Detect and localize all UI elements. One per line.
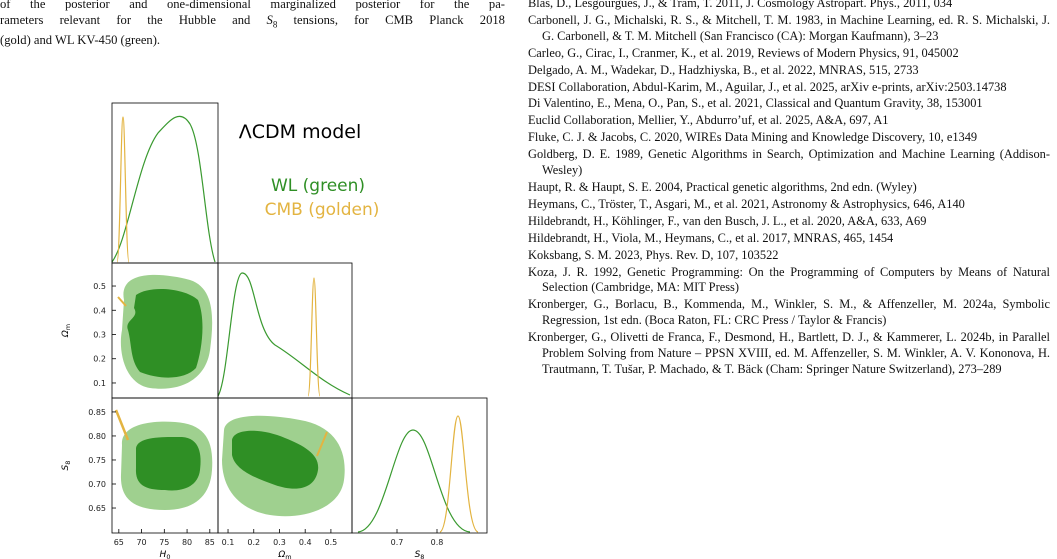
axis-subscript: m [285, 553, 291, 559]
axis-symbol: S [61, 464, 71, 470]
axis-symbol: Ω [277, 550, 285, 559]
caption-text: tensions, for CMB Planck 2018 [277, 12, 505, 27]
reference: Delgado, A. M., Wadekar, D., Hadzhiyska,… [528, 62, 919, 77]
x-tick-label: 0.4 [299, 538, 312, 547]
contour-cmb [316, 431, 328, 457]
legend-entry: WL (green) [271, 176, 365, 196]
marginal-wl [217, 272, 351, 397]
marginal-cmb [307, 277, 321, 397]
y-tick-label: 0.3 [93, 330, 106, 339]
caption-line: (gold) and WL KV-450 (green). [0, 32, 161, 47]
x-tick-label: 70 [136, 538, 146, 547]
axis-subscript: m [64, 324, 72, 330]
x-axis-label: S8 [415, 550, 425, 559]
y-axis-label: Ωm [61, 324, 72, 338]
marginal-cmb [439, 415, 479, 533]
axis-subscript: 8 [64, 461, 72, 465]
x-tick-label: 0.7 [391, 538, 404, 547]
reference: Heymans, C., Tröster, T., Asgari, M., et… [528, 196, 965, 211]
marginal-cmb [116, 116, 130, 263]
reference: Koksbang, S. M. 2023, Phys. Rev. D, 107,… [528, 247, 779, 262]
reference: Hildebrandt, H., Köhlinger, F., van den … [528, 213, 927, 228]
caption-line: of the posterior and one-dimensional mar… [0, 0, 505, 11]
reference: Carleo, G., Cirac, I., Cranmer, K., et a… [528, 45, 959, 60]
panel-frame [351, 397, 488, 534]
y-tick-label: 0.4 [93, 306, 106, 315]
axis-subscript: 8 [420, 553, 424, 559]
corner-plot: ΛCDM model WL (green) CMB (golden) 65 70 7… [61, 102, 488, 559]
reference: Koza, J. R. 1992, Genetic Programming: O… [528, 264, 1050, 295]
x-axis-label: H0 [160, 550, 171, 559]
x-tick-label: 0.1 [222, 538, 235, 547]
y-tick-label: 0.2 [93, 355, 106, 364]
contour-wl-inner [127, 288, 203, 378]
reference: Haupt, R. & Haupt, S. E. 2004, Practical… [528, 179, 917, 194]
y-tick-label: 0.80 [88, 432, 106, 441]
caption-text: rameters relevant for the Hubble and [0, 12, 267, 27]
x-tick-label: 80 [182, 538, 192, 547]
axis-subscript: 0 [166, 553, 170, 559]
x-axis-label: Ωm [277, 550, 291, 559]
y-tick-label: 0.5 [93, 282, 106, 291]
contour-wl-inner [135, 436, 201, 491]
x-tick-label: 0.5 [325, 538, 338, 547]
figure-title: ΛCDM model [239, 121, 362, 143]
y-axis-label: S8 [61, 461, 72, 471]
reference: Di Valentino, E., Mena, O., Pan, S., et … [528, 96, 983, 111]
marginal-wl [111, 115, 216, 263]
caption-subscript: 8 [272, 19, 278, 30]
reference: Hildebrandt, H., Viola, M., Heymans, C.,… [528, 230, 894, 245]
reference: Carbonell, J. G., Michalski, R. S., & Mi… [528, 12, 1050, 43]
contour-cmb [117, 296, 127, 307]
reference: Kronberger, G., Olivetti de Franca, F., … [528, 330, 1050, 376]
x-tick-label: 0.8 [431, 538, 444, 547]
x-tick-label: 0.2 [247, 538, 260, 547]
y-tick-label: 0.65 [88, 504, 106, 513]
x-tick-label: 75 [159, 538, 169, 547]
caption-symbol: S [266, 12, 273, 27]
reference: Kronberger, G., Borlacu, B., Kommenda, M… [528, 297, 1050, 328]
contour-wl-inner [232, 430, 319, 489]
axis-symbol: Ω [61, 330, 71, 338]
reference: Goldberg, D. E. 1989, Genetic Algorithms… [528, 147, 1050, 178]
axis-symbol: S [415, 550, 421, 559]
panel-frame [217, 262, 353, 399]
marginal-wl [357, 429, 471, 533]
axis-symbol: H [160, 550, 167, 559]
y-tick-label: 0.1 [93, 379, 106, 388]
reference: DESI Collaboration, Abdul-Karim, M., Agu… [528, 79, 1007, 94]
figure-caption: of the posterior and one-dimensional mar… [0, 0, 505, 48]
caption-line: rameters relevant for the Hubble and S8 … [0, 13, 505, 33]
contour-cmb [114, 409, 130, 441]
x-tick-label: 0.3 [273, 538, 286, 547]
reference: Blas, D., Lesgourgues, J., & Tram, T. 20… [528, 0, 953, 10]
x-tick-label: 85 [205, 538, 215, 547]
reference-list: Blas, D., Lesgourgues, J., & Tram, T. 20… [528, 0, 1050, 379]
y-tick-label: 0.85 [88, 408, 106, 417]
legend-entry: CMB (golden) [265, 200, 380, 220]
reference: Euclid Collaboration, Mellier, Y., Abdur… [528, 113, 889, 128]
y-tick-label: 0.75 [88, 456, 106, 465]
reference: Fluke, C. J. & Jacobs, C. 2020, WIREs Da… [528, 130, 978, 145]
x-tick-label: 65 [114, 538, 124, 547]
y-tick-label: 0.70 [88, 480, 106, 489]
